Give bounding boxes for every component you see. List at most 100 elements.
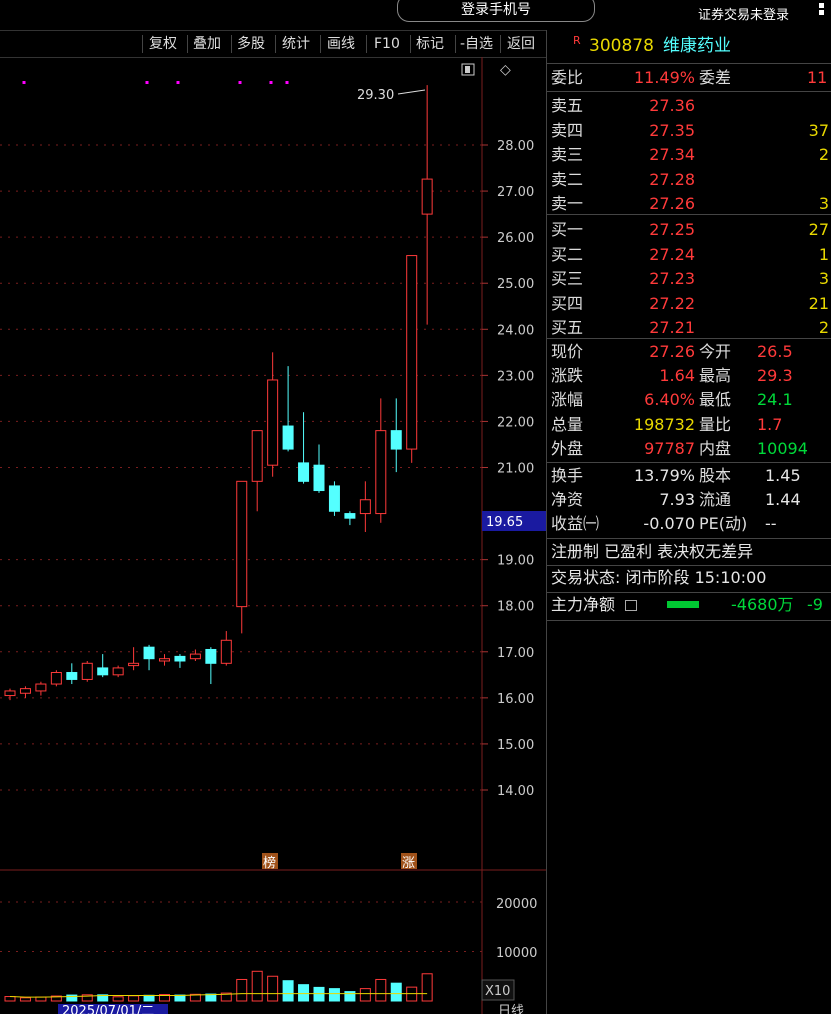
period-label[interactable]: 日线 — [498, 1004, 524, 1014]
divider — [547, 91, 831, 92]
candle-body[interactable] — [251, 430, 263, 482]
stat-value: 13.79% — [633, 466, 695, 485]
volume-bar — [344, 991, 356, 1002]
ask-level-label: 卖四 — [551, 120, 584, 140]
candle-body[interactable] — [359, 499, 371, 515]
toolbar-overlay-button[interactable]: 叠加 — [193, 36, 221, 52]
stat-value: 7.93 — [659, 490, 695, 510]
candle-body[interactable] — [128, 662, 140, 667]
candle-body[interactable] — [189, 653, 201, 660]
stat-label: 内盘 — [699, 438, 732, 458]
price-axis-label: 25.00 — [497, 277, 534, 292]
candle-body[interactable] — [205, 648, 217, 664]
candle-body[interactable] — [328, 485, 340, 512]
toolbar-remove-watchlist-button[interactable]: -自选 — [460, 36, 494, 52]
signal-dot — [22, 81, 26, 84]
ask-volume — [747, 168, 829, 192]
volume-bar — [4, 996, 16, 1002]
candle-body[interactable] — [375, 430, 387, 515]
toolbar-separator — [455, 35, 456, 53]
volume-axis-label: 10000 — [496, 946, 537, 961]
r-badge: R — [573, 34, 581, 47]
toolbar-back-button[interactable]: 返回 — [507, 36, 535, 52]
volume-bar — [143, 994, 155, 1002]
candle-body[interactable] — [406, 255, 418, 450]
candle-body[interactable] — [220, 639, 232, 664]
fund-flow-bar — [667, 601, 699, 608]
volume-bar — [359, 988, 371, 1002]
candle-body[interactable] — [4, 690, 16, 697]
toolbar-f10-button[interactable]: F10 — [374, 36, 400, 52]
toolbar-multistock-button[interactable]: 多股 — [237, 36, 265, 52]
bid-price: 27.22 — [649, 293, 695, 313]
stat-label: 涨跌 — [551, 366, 584, 386]
volume-bar — [421, 973, 433, 1002]
toolbar-fuquan-button[interactable]: 复权 — [149, 36, 177, 52]
bid-price: 27.25 — [649, 220, 695, 239]
volume-bars — [4, 970, 433, 1002]
login-phone-button[interactable]: 登录手机号 — [397, 0, 595, 22]
diamond-icon[interactable]: ◇ — [500, 62, 511, 78]
stat-label: 外盘 — [551, 438, 584, 458]
stat-value: 1.64 — [659, 366, 695, 386]
candle-body[interactable] — [66, 672, 78, 680]
stat-label: 现价 — [551, 342, 584, 361]
list-icon[interactable] — [625, 600, 637, 611]
quote-panel: R 300878 维康药业 委比 11.49% 委差 11 卖五 27.36 卖四 2… — [546, 30, 831, 1014]
candle-body[interactable] — [159, 658, 170, 662]
stat-value: 26.5 — [757, 342, 793, 361]
zhang-marker-badge[interactable] — [401, 853, 417, 869]
candle-body[interactable] — [50, 672, 62, 685]
toolbar-stats-button[interactable]: 统计 — [282, 36, 310, 52]
stat-value: 6.40% — [644, 390, 695, 410]
candle-body[interactable] — [236, 480, 248, 608]
stat-value: 97787 — [644, 438, 695, 458]
bid-level-label: 买四 — [551, 293, 584, 313]
candle-body[interactable] — [81, 662, 93, 680]
fund-flow-label: 主力净额 — [551, 595, 616, 614]
stat-label: PE(动) — [699, 514, 748, 534]
volume-bar — [236, 978, 248, 1002]
toolbar-separator — [231, 35, 232, 53]
bid-price: 27.21 — [649, 318, 695, 338]
candle-body[interactable] — [97, 667, 109, 676]
candle-body[interactable] — [313, 464, 325, 492]
current-price-tag — [482, 511, 546, 531]
bang-marker: 榜 — [263, 855, 276, 871]
candle-body[interactable] — [112, 667, 124, 676]
candle-body[interactable] — [143, 646, 155, 660]
candle-body[interactable] — [282, 425, 294, 450]
candle-body[interactable] — [174, 655, 186, 662]
weibi-value: 11.49% — [633, 68, 695, 87]
bid-price: 27.24 — [649, 244, 695, 264]
price-axis-label: 24.00 — [497, 323, 534, 338]
candle-body[interactable] — [344, 513, 356, 519]
candle-body[interactable] — [421, 178, 433, 215]
kline-chart[interactable]: ◇ 29.30 28.00 27.00 26.00 25.00 24.00 23.00 22… — [0, 57, 546, 1014]
volume-bar — [81, 994, 93, 1002]
ask-price: 27.36 — [649, 96, 695, 115]
stock-code: 300878 — [589, 36, 654, 56]
volume-bar — [220, 992, 232, 1002]
toolbar-draw-button[interactable]: 画线 — [327, 36, 355, 52]
bid-level-label: 买一 — [551, 220, 584, 239]
bang-marker-badge[interactable] — [262, 853, 278, 869]
candle-body[interactable] — [35, 683, 47, 692]
signal-dot — [176, 81, 180, 84]
candle-body[interactable] — [267, 379, 279, 466]
ask-level-label: 卖一 — [551, 194, 584, 214]
toolbar-mark-button[interactable]: 标记 — [416, 36, 444, 52]
candle-body[interactable] — [19, 688, 31, 694]
stat-value: 198732 — [633, 414, 695, 434]
menu-icon[interactable] — [819, 3, 825, 19]
price-axis-label: 15.00 — [497, 738, 534, 753]
stat-label: 流通 — [699, 490, 732, 510]
stat-label: 最高 — [699, 366, 732, 386]
window-toggle-icon[interactable] — [461, 63, 475, 76]
price-axis-label: 19.00 — [497, 554, 534, 569]
volume-bar — [313, 986, 325, 1002]
candle-body[interactable] — [298, 462, 310, 482]
trade-login-status[interactable]: 证券交易未登录 — [698, 8, 790, 23]
current-price-tag-text: 19.65 — [486, 515, 523, 530]
candle-body[interactable] — [390, 430, 402, 450]
